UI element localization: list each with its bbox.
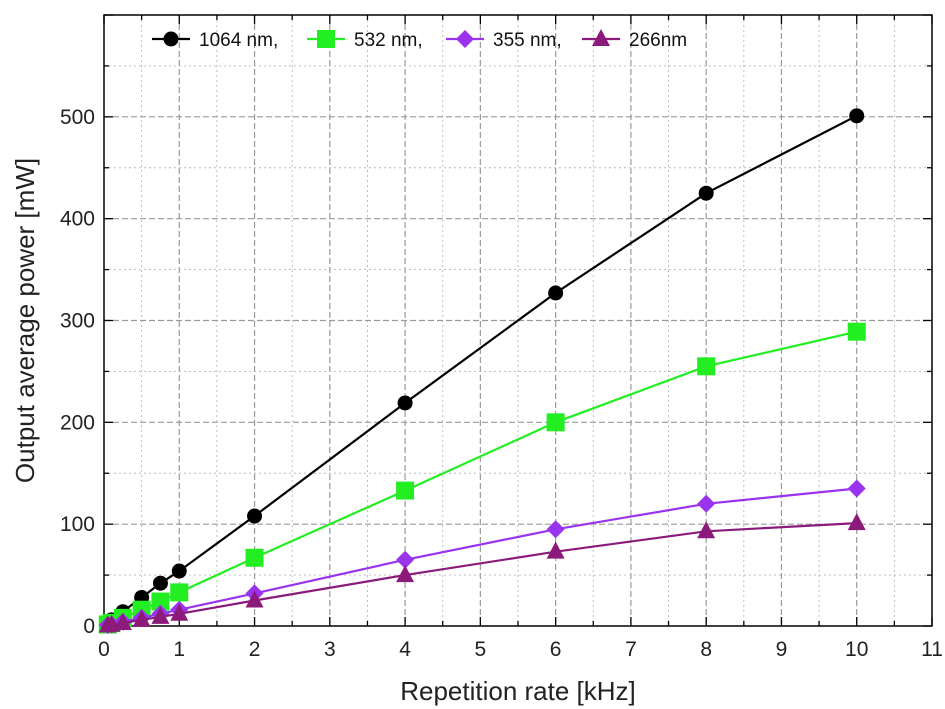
x-tick-label: 10 <box>845 638 868 661</box>
data-point <box>170 583 189 602</box>
data-point <box>697 357 716 376</box>
data-point <box>396 550 415 569</box>
data-point <box>847 479 866 498</box>
series-4 <box>98 513 866 633</box>
legend-label: 532 nm, <box>354 30 423 51</box>
legend: 1064 nm, 532 nm, 355 nm, 266nm <box>152 29 687 51</box>
data-point <box>849 108 865 124</box>
legend-item: 532 nm, <box>307 30 423 51</box>
legend-label: 1064 nm, <box>199 30 278 51</box>
y-tick-label: 300 <box>60 310 95 333</box>
series-line <box>107 114 858 624</box>
data-point <box>245 590 264 608</box>
data-point <box>397 395 413 411</box>
data-point <box>546 413 565 432</box>
legend-label: 266nm <box>629 30 687 51</box>
legend-label: 355 nm, <box>493 30 562 51</box>
x-tick-label: 7 <box>625 638 637 661</box>
series-1 <box>100 108 865 631</box>
data-point <box>548 285 564 301</box>
x-tick-label: 2 <box>249 638 261 661</box>
legend-item: 266nm <box>582 29 687 51</box>
legend-marker <box>592 29 610 46</box>
data-point <box>171 563 187 579</box>
legend-item: 355 nm, <box>446 30 562 51</box>
data-point <box>847 322 866 341</box>
legend-marker <box>456 30 474 48</box>
series <box>98 108 866 635</box>
data-point <box>247 508 263 524</box>
x-tick-label: 8 <box>700 638 712 661</box>
data-point <box>396 481 415 500</box>
x-tick-label: 9 <box>776 638 788 661</box>
legend-marker <box>163 31 179 47</box>
y-tick-label: 200 <box>60 411 95 434</box>
data-point <box>698 185 714 201</box>
x-tick-label: 4 <box>399 638 411 661</box>
y-tick-label: 400 <box>60 208 95 231</box>
data-point <box>396 565 415 583</box>
data-point <box>152 575 168 591</box>
data-point <box>170 603 189 621</box>
x-tick-label: 1 <box>173 638 185 661</box>
x-tick-label: 6 <box>550 638 562 661</box>
x-tick-label: 5 <box>475 638 487 661</box>
x-axis-title: Repetition rate [kHz] <box>400 676 636 706</box>
data-point <box>847 513 866 531</box>
x-tick-label: 0 <box>98 638 110 661</box>
data-point <box>151 606 170 624</box>
y-tick-label: 100 <box>60 513 95 536</box>
data-point <box>697 521 716 539</box>
data-point <box>546 541 565 559</box>
y-tick-label: 0 <box>83 615 95 638</box>
data-point <box>697 494 716 513</box>
data-point <box>546 520 565 539</box>
series-line <box>107 330 857 626</box>
x-tick-label: 11 <box>921 638 943 661</box>
y-axis-title: Output average power [mW] <box>10 158 40 483</box>
axis-ticks: 0 1 2 3 4 5 6 7 8 9 10 11 0 100 200 300 400 500 <box>60 14 943 661</box>
data-point <box>113 612 132 630</box>
legend-marker <box>317 30 335 48</box>
series-3 <box>98 479 866 635</box>
data-point <box>245 548 264 567</box>
y-tick-label: 500 <box>60 106 95 129</box>
legend-item: 1064 nm, <box>152 30 278 51</box>
series-2 <box>98 322 866 634</box>
series-line <box>107 487 857 627</box>
x-tick-label: 3 <box>324 638 336 661</box>
data-point <box>151 592 170 611</box>
data-point <box>132 609 151 627</box>
